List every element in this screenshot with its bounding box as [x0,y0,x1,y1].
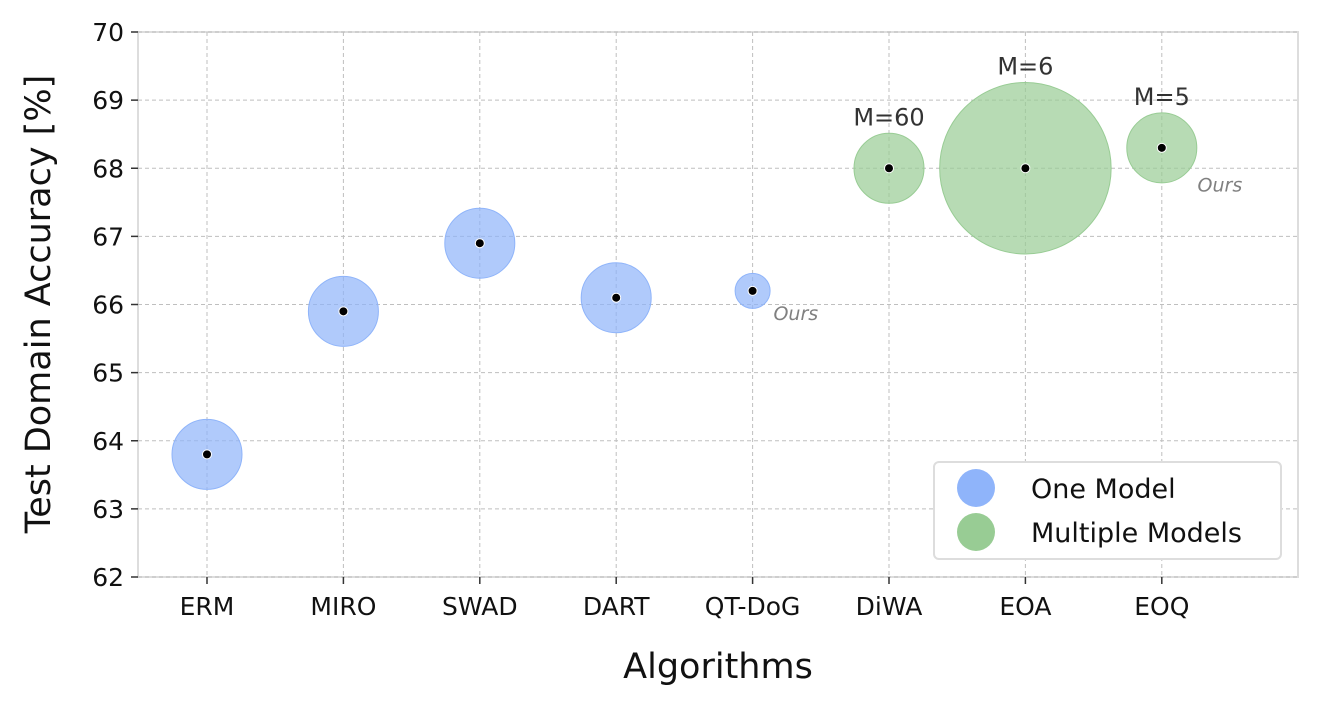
y-axis-label: Test Domain Accuracy [%] [19,75,59,534]
legend-label-one-model: One Model [1031,474,1176,505]
annotations: Ours M=60 M=6 M=5 Ours [773,53,1242,325]
legend-marker-multiple-models [957,513,995,551]
ours-annotation-qt-dog: Ours [773,303,818,325]
x-tick-label: QT-DoG [705,592,801,621]
x-tick-label: ERM [180,592,235,621]
y-tick-label: 69 [92,86,124,115]
x-tick-label: EOQ [1134,592,1189,621]
y-tick-labels: 62 63 64 65 66 67 68 69 70 [92,18,124,592]
ours-annotation-eoq: Ours [1198,175,1243,197]
point-eoq [1156,142,1167,153]
model-count-label-eoa: M=6 [997,53,1053,81]
x-tick-label: DART [583,592,650,621]
point-swad [474,238,485,249]
y-tick-label: 62 [92,563,124,592]
x-tick-label: EOA [999,592,1051,621]
y-tick-label: 70 [92,18,124,47]
point-miro [338,306,349,317]
bubbles [171,82,1198,490]
x-axis-label: Algorithms [623,647,813,687]
point-diwa [884,163,894,174]
x-tick-label: SWAD [442,592,518,621]
point-erm [202,449,212,460]
model-count-label-eoq: M=5 [1134,83,1190,111]
x-tick-labels: ERM MIRO SWAD DART QT-DoG DiWA EOA EOQ [180,592,1190,621]
legend-box [933,461,1282,560]
legend: One Model Multiple Models [933,461,1282,560]
legend-label-multiple-models: Multiple Models [1031,518,1242,549]
point-eoa [1020,163,1031,174]
y-tick-label: 68 [92,154,124,183]
legend-marker-one-model [957,469,995,507]
x-tick-label: MIRO [310,592,376,621]
point-qt-dog [747,285,758,296]
point-dart [611,292,622,303]
y-tick-label: 67 [92,222,124,251]
x-tick-label: DiWA [856,592,923,621]
y-tick-label: 64 [92,427,124,456]
y-tick-label: 66 [92,291,124,320]
y-tick-label: 65 [92,359,124,388]
model-count-label-diwa: M=60 [853,103,924,131]
y-tick-label: 63 [92,495,124,524]
